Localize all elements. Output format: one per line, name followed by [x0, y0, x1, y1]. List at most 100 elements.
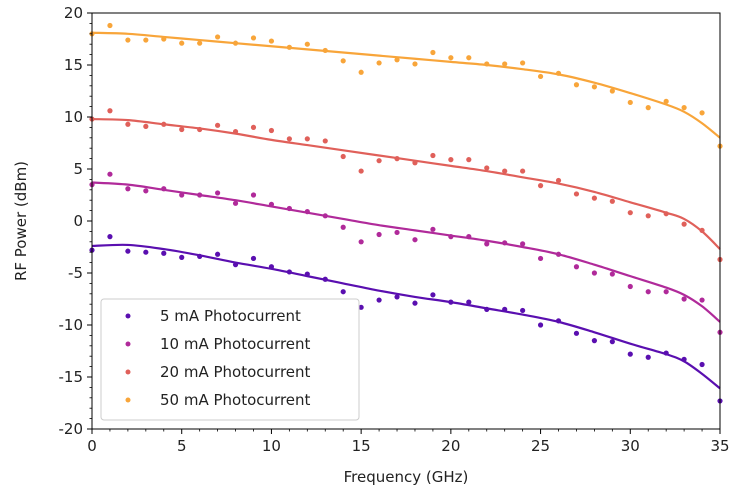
legend-marker-20ma — [125, 369, 131, 375]
data-point — [448, 55, 454, 61]
series-fit-line — [91, 117, 721, 250]
series-1 — [89, 171, 723, 335]
data-point — [448, 234, 454, 240]
data-point — [268, 201, 275, 207]
data-point — [286, 44, 292, 50]
data-point — [484, 241, 490, 247]
data-point — [412, 237, 418, 243]
data-point — [125, 37, 131, 43]
data-point — [520, 241, 526, 247]
data-point — [484, 306, 490, 312]
data-point — [466, 234, 472, 240]
data-point — [250, 255, 257, 262]
legend-marker-5ma — [125, 313, 131, 319]
data-point — [322, 47, 328, 54]
data-point — [555, 251, 562, 257]
data-point — [107, 22, 113, 29]
data-point — [197, 192, 203, 198]
data-point — [179, 254, 185, 260]
data-point — [250, 124, 257, 130]
y-tick-label: -10 — [59, 316, 84, 334]
data-point — [681, 356, 687, 362]
data-point — [286, 205, 292, 212]
data-point — [394, 156, 400, 162]
data-point — [627, 283, 633, 290]
x-tick-label: 20 — [441, 437, 460, 455]
data-point — [340, 289, 346, 295]
data-point — [179, 126, 185, 133]
data-point — [322, 138, 328, 144]
legend-label-20ma: 20 mA Photocurrent — [160, 363, 311, 381]
data-point — [466, 299, 472, 305]
data-point — [627, 351, 633, 357]
data-point — [107, 234, 113, 240]
data-point — [340, 153, 346, 160]
data-point — [322, 276, 328, 282]
y-tick-label: 10 — [64, 108, 83, 126]
y-tick-label: -5 — [68, 264, 83, 282]
data-point — [358, 239, 364, 245]
data-point — [466, 157, 472, 163]
data-point — [340, 224, 346, 230]
legend-label-5ma: 5 mA Photocurrent — [160, 307, 301, 325]
data-point — [197, 40, 203, 46]
data-point — [143, 37, 149, 43]
data-point — [376, 60, 382, 66]
data-point — [394, 57, 400, 63]
data-point — [645, 354, 651, 360]
data-point — [161, 36, 167, 42]
data-point — [537, 322, 544, 328]
y-tick-label: 20 — [64, 4, 83, 22]
legend: 5 mA Photocurrent 10 mA Photocurrent 20 … — [100, 298, 360, 421]
data-point — [430, 152, 436, 159]
data-point — [161, 186, 167, 192]
data-point — [591, 84, 598, 90]
data-point — [143, 249, 149, 255]
y-tick-label: 15 — [64, 56, 83, 74]
data-point — [394, 229, 400, 236]
data-point — [197, 126, 203, 133]
legend-marker-50ma — [125, 397, 131, 403]
x-tick-label: 35 — [710, 437, 729, 455]
data-point — [681, 296, 687, 302]
series-fit-line — [91, 181, 721, 323]
x-tick-label: 10 — [262, 437, 281, 455]
data-point — [663, 98, 669, 104]
data-point — [394, 294, 400, 300]
data-point — [591, 270, 598, 276]
data-point — [466, 55, 472, 61]
series-fit-line — [91, 31, 721, 139]
data-point — [448, 157, 454, 163]
data-point — [699, 227, 705, 233]
data-point — [197, 253, 203, 259]
data-point — [376, 297, 382, 303]
data-point — [232, 200, 239, 206]
data-point — [340, 58, 346, 64]
data-point — [681, 221, 687, 227]
data-point — [699, 110, 705, 116]
data-point — [573, 82, 580, 88]
series-0 — [89, 234, 723, 404]
data-point — [143, 123, 149, 129]
data-point — [627, 210, 633, 216]
data-point — [484, 165, 490, 171]
y-tick-label: -20 — [59, 420, 84, 438]
data-point — [125, 121, 131, 127]
data-point — [430, 226, 436, 232]
data-point — [304, 271, 310, 277]
data-point — [215, 122, 221, 128]
data-point — [573, 264, 580, 270]
data-point — [268, 127, 275, 134]
data-point — [430, 49, 436, 56]
legend-box — [100, 298, 360, 421]
data-point — [609, 271, 615, 277]
data-point — [358, 304, 364, 310]
data-point — [520, 60, 526, 66]
data-point — [304, 41, 310, 47]
series-3 — [89, 22, 723, 149]
data-point — [502, 61, 508, 67]
legend-label-10ma: 10 mA Photocurrent — [160, 335, 311, 353]
data-point — [627, 99, 633, 106]
data-point — [304, 209, 310, 215]
